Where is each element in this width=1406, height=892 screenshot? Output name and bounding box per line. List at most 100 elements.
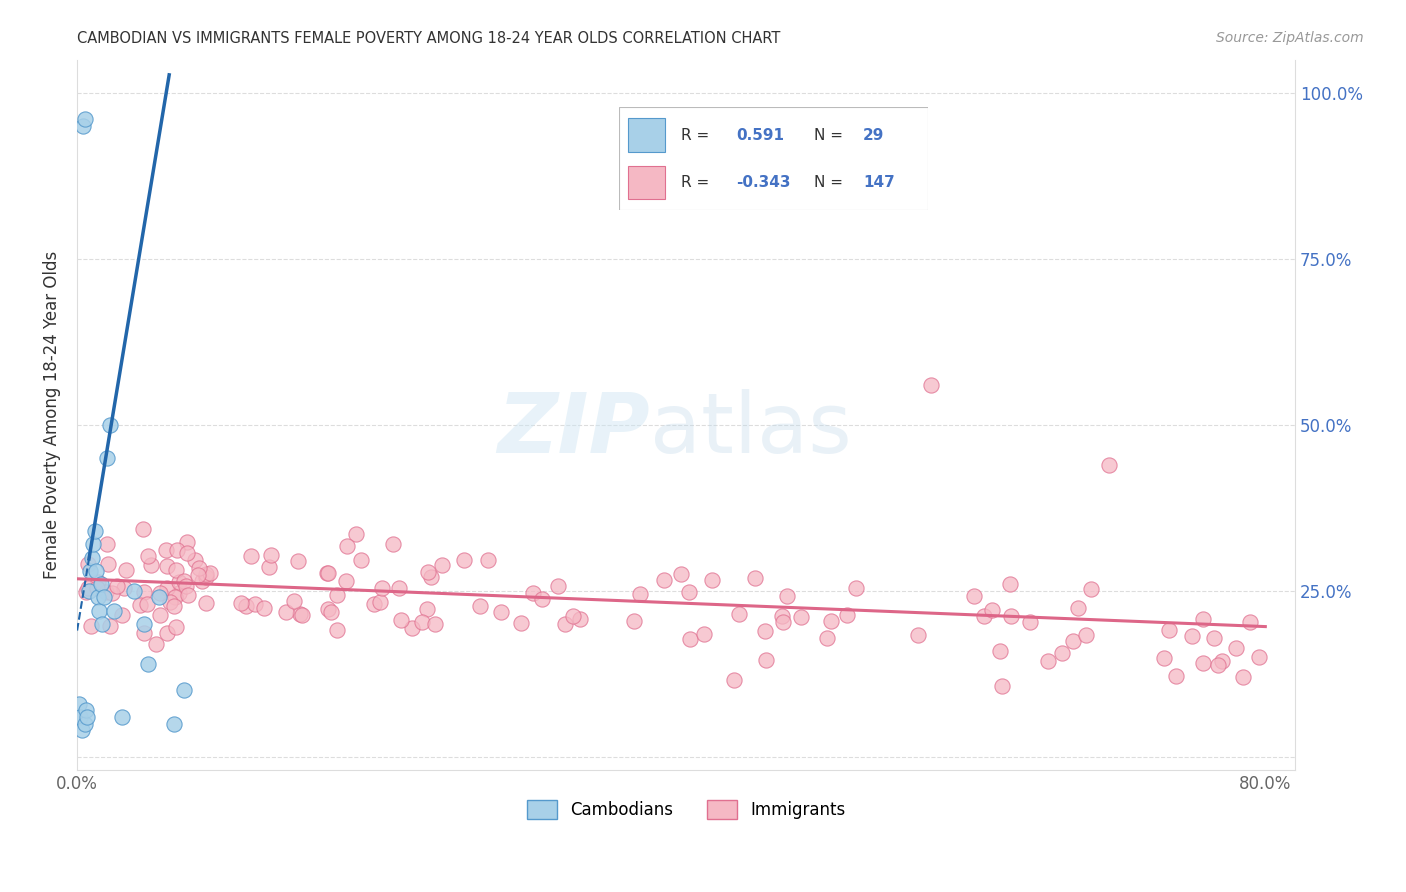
Point [195,570,218,584]
Point [693,627,716,641]
Point [135,597,157,611]
Point [1211,654,1233,668]
Point [114,563,136,577]
Point [370,595,392,609]
Point [1164,669,1187,683]
Point [755,653,778,667]
Point [155,543,177,558]
Point [772,615,794,629]
Point [136,549,159,563]
Point [1074,628,1097,642]
Point [82,537,104,551]
Point [425,616,447,631]
Point [1204,632,1226,646]
Point [257,560,280,574]
Point [815,631,838,645]
Point [165,590,187,604]
Point [554,617,576,632]
Point [453,553,475,567]
Point [770,608,793,623]
Point [76,710,98,724]
Text: ZIP: ZIP [496,389,650,469]
Point [430,558,453,572]
Point [547,579,569,593]
Point [253,601,276,615]
Point [835,608,858,623]
Point [416,602,439,616]
Point [623,614,645,628]
Point [162,716,184,731]
Text: N =: N = [814,128,842,143]
Point [163,599,186,613]
Point [129,599,152,613]
Point [371,581,394,595]
Point [87,575,110,590]
Point [531,592,554,607]
Point [245,597,267,611]
Point [845,581,868,595]
Point [89,604,111,618]
Point [166,620,188,634]
Point [1050,646,1073,660]
Point [176,546,198,560]
Point [98,619,121,633]
Point [1181,629,1204,643]
Point [418,566,440,580]
Point [186,567,208,582]
Point [111,710,134,724]
Point [291,608,314,623]
Legend: Cambodians, Immigrants: Cambodians, Immigrants [520,793,852,826]
Point [86,581,108,595]
Point [744,571,766,585]
Point [335,574,357,589]
Point [235,599,257,614]
Point [156,625,179,640]
Point [73,716,96,731]
Point [562,609,585,624]
Point [145,637,167,651]
Text: R =: R = [681,175,709,190]
Point [187,561,209,575]
Point [80,550,103,565]
Point [988,644,1011,658]
Point [790,609,813,624]
Point [671,567,693,582]
Point [173,574,195,588]
Point [775,590,797,604]
Point [1098,458,1121,472]
Point [401,621,423,635]
Point [344,527,367,541]
Point [260,548,283,562]
Point [191,574,214,588]
Point [229,596,252,610]
Point [96,537,118,551]
Point [149,608,172,623]
Point [67,697,90,711]
Point [274,606,297,620]
Point [239,549,262,563]
Text: -0.343: -0.343 [737,175,790,190]
Point [1019,615,1042,629]
Point [388,581,411,595]
Point [1225,641,1247,656]
Point [654,573,676,587]
Point [195,567,218,582]
Point [86,564,108,578]
Point [318,602,340,616]
Point [283,594,305,608]
Point [1247,649,1270,664]
Point [679,632,702,647]
Point [1192,657,1215,671]
Point [316,566,339,580]
Point [194,596,217,610]
Point [159,595,181,609]
Point [105,579,128,593]
Point [69,710,91,724]
Point [73,112,96,127]
Point [820,614,842,628]
Point [84,524,107,538]
Point [72,119,94,133]
Point [522,586,544,600]
Point [411,615,433,629]
Point [70,723,93,738]
